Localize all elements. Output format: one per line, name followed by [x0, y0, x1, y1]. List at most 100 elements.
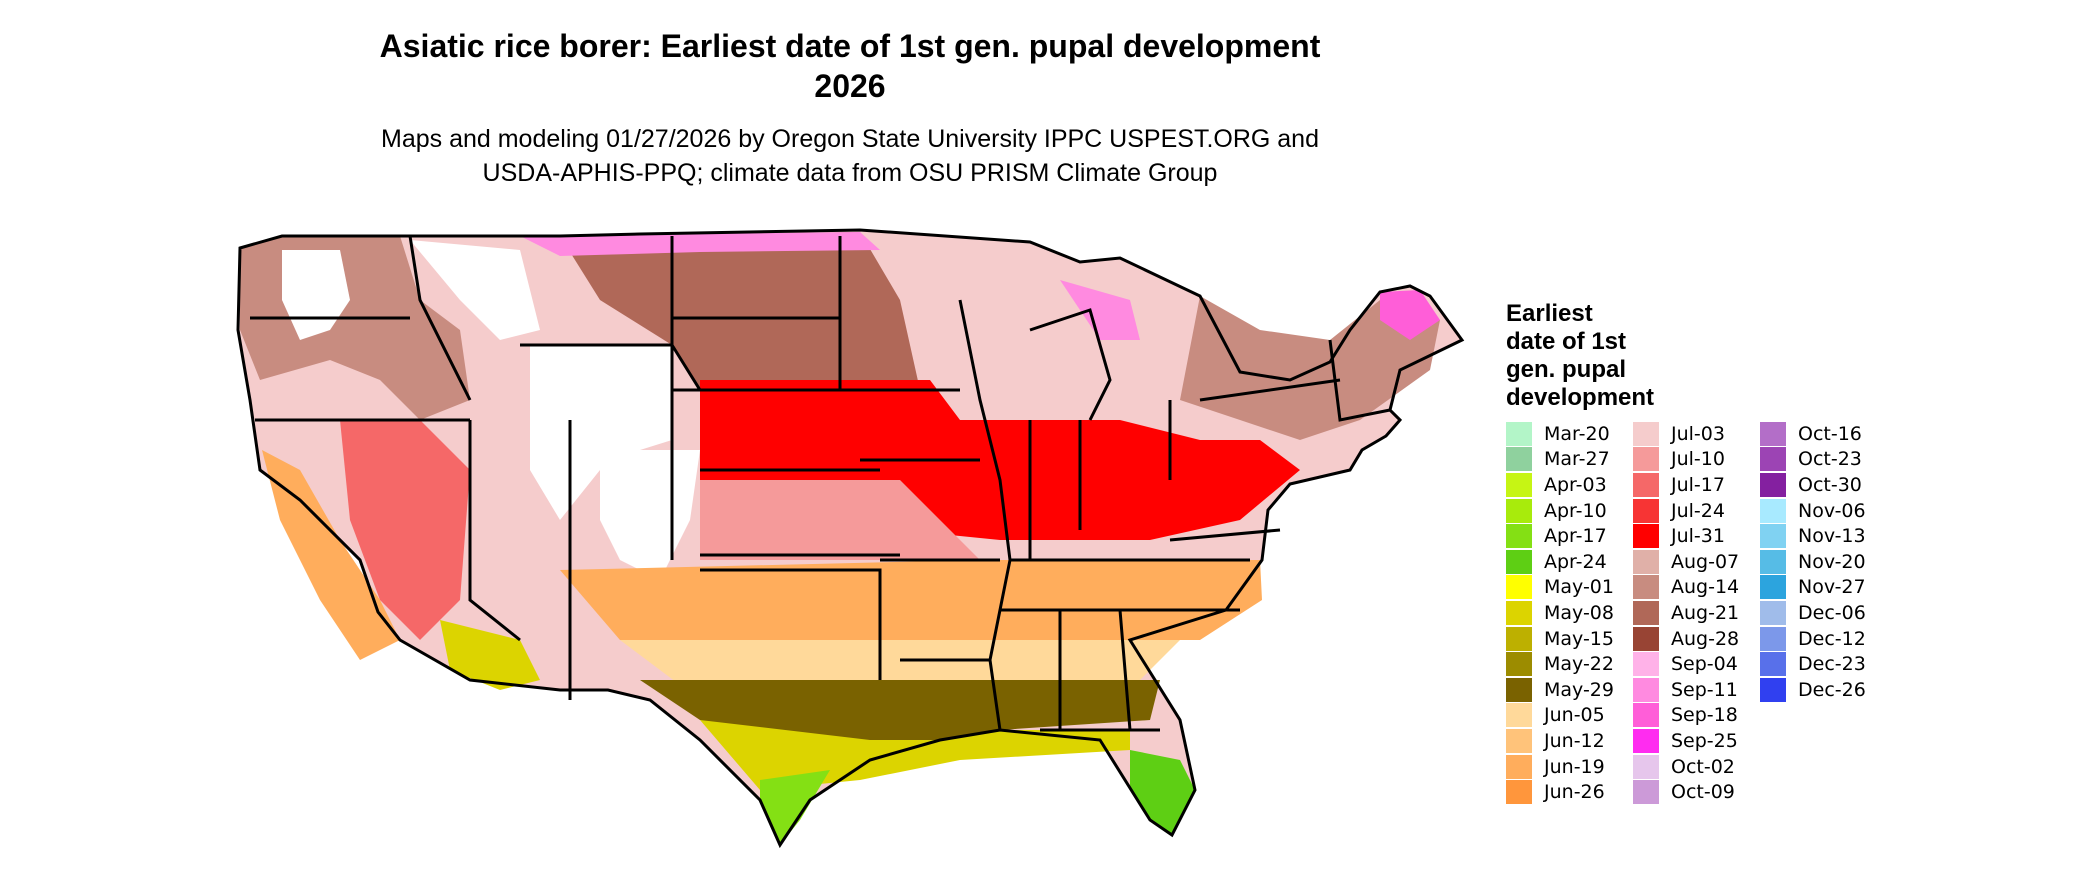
legend-label: Aug-21	[1671, 601, 1740, 624]
legend-label: Oct-09	[1671, 781, 1735, 804]
legend-swatch	[1506, 626, 1532, 651]
legend-item: May-01	[1506, 575, 1614, 601]
legend-swatch	[1506, 677, 1532, 702]
legend-item: Jun-19	[1506, 754, 1614, 780]
legend-label: Apr-03	[1544, 473, 1607, 496]
map-subtitle-line2: USDA-APHIS-PPQ; climate data from OSU PR…	[482, 159, 1218, 187]
legend-swatch	[1506, 575, 1532, 600]
legend-item: Apr-03	[1506, 472, 1614, 498]
legend-item: Dec-06	[1760, 600, 1866, 626]
legend-swatch	[1506, 549, 1532, 574]
legend-item: Jul-24	[1633, 498, 1739, 524]
legend-item: Aug-07	[1633, 549, 1739, 575]
legend-item: Jun-12	[1506, 728, 1614, 754]
zone-may-gulf-yellow	[700, 720, 1130, 790]
map-color-zones	[238, 230, 1462, 845]
zone-white-colorado	[600, 450, 700, 580]
legend-label: Nov-06	[1798, 499, 1866, 522]
border-michigan	[1029, 308, 1112, 421]
legend-item: Jun-26	[1506, 779, 1614, 805]
legend-label: Apr-10	[1544, 499, 1607, 522]
zone-aug-northeast	[1180, 296, 1440, 440]
legend-item: Sep-04	[1633, 651, 1739, 677]
legend-swatch	[1633, 652, 1659, 677]
border-nv-ut	[468, 420, 521, 642]
legend-label: May-29	[1544, 678, 1614, 701]
legend-item: Jul-31	[1633, 523, 1739, 549]
legend-label: Dec-06	[1798, 601, 1866, 624]
map-title-line2: 2026	[814, 68, 886, 104]
legend-item: May-22	[1506, 651, 1614, 677]
legend-label: Jun-26	[1544, 781, 1605, 804]
legend-swatch	[1506, 703, 1532, 728]
zone-jul-plains-pink	[700, 480, 980, 560]
legend-label: Jul-24	[1671, 499, 1725, 522]
legend-label: Aug-28	[1671, 627, 1740, 650]
zone-jun-south-orange	[560, 560, 1262, 650]
legend-label: Aug-14	[1671, 576, 1740, 599]
legend-item: May-08	[1506, 600, 1614, 626]
border-dakotas	[670, 236, 702, 391]
legend-item: Nov-27	[1760, 575, 1866, 601]
zone-white-idaho	[410, 240, 540, 340]
legend-swatch	[1760, 447, 1786, 472]
legend-item: Apr-10	[1506, 498, 1614, 524]
legend-label: Jul-31	[1671, 525, 1725, 548]
legend-item: Dec-12	[1760, 626, 1866, 652]
legend-title-line: gen. pupal	[1506, 356, 1626, 383]
legend-label: Oct-23	[1798, 448, 1862, 471]
legend-label: Jun-12	[1544, 729, 1605, 752]
legend-item: Apr-24	[1506, 549, 1614, 575]
border-tx-ok	[700, 568, 882, 680]
legend-title-line: date of 1st	[1506, 328, 1627, 355]
legend-label: Jul-17	[1671, 473, 1725, 496]
zone-jun-california	[262, 450, 400, 660]
legend-swatch	[1506, 652, 1532, 677]
legend-label: Apr-24	[1544, 550, 1607, 573]
zone-apr-south-texas	[760, 770, 830, 845]
legend-item: Nov-13	[1760, 523, 1866, 549]
legend-label: Nov-27	[1798, 576, 1866, 599]
legend-item: Sep-18	[1633, 703, 1739, 729]
legend-swatch	[1760, 472, 1786, 497]
legend-swatch	[1633, 677, 1659, 702]
legend-swatch	[1633, 626, 1659, 651]
legend-column-2: Jul-03 Jul-10 Jul-17 Jul-24 Jul-31 Aug-07 Aug-…	[1633, 421, 1739, 805]
legend-label: Mar-27	[1544, 448, 1610, 471]
legend-swatch	[1760, 421, 1786, 446]
legend-swatch	[1506, 780, 1532, 805]
legend-item: Aug-28	[1633, 626, 1739, 652]
legend-title-line: Earliest	[1506, 300, 1593, 327]
legend-label: Oct-30	[1798, 473, 1862, 496]
legend-swatch	[1633, 780, 1659, 805]
legend-label: Sep-25	[1671, 729, 1738, 752]
zone-sep-new-england	[1380, 290, 1440, 340]
legend-swatch	[1506, 524, 1532, 549]
border-id-east	[408, 235, 472, 401]
legend-item: May-15	[1506, 626, 1614, 652]
legend-item: Jul-17	[1633, 472, 1739, 498]
legend-item: Dec-23	[1760, 651, 1866, 677]
legend-swatch	[1633, 472, 1659, 497]
legend-swatch	[1633, 728, 1659, 753]
legend-label: Jun-05	[1544, 704, 1605, 727]
legend-swatch	[1506, 421, 1532, 446]
legend-item: Sep-25	[1633, 728, 1739, 754]
legend-item: Oct-30	[1760, 472, 1866, 498]
border-ny-pa	[1199, 378, 1341, 402]
legend-swatch	[1760, 524, 1786, 549]
legend-item: Mar-20	[1506, 421, 1614, 447]
map-title: Asiatic rice borer: Earliest date of 1st…	[0, 26, 1700, 106]
legend-swatch	[1633, 754, 1659, 779]
legend-item: Jun-05	[1506, 703, 1614, 729]
map-subtitle: Maps and modeling 01/27/2026 by Oregon S…	[0, 122, 1700, 190]
state-boundaries	[236, 228, 1465, 849]
legend-item: Dec-26	[1760, 677, 1866, 703]
legend-item: Sep-11	[1633, 677, 1739, 703]
legend-label: Dec-12	[1798, 627, 1866, 650]
legend-swatch	[1633, 575, 1659, 600]
us-outline	[236, 228, 1465, 849]
legend-label: Jun-19	[1544, 755, 1605, 778]
zone-white-rockies-wyoming	[530, 345, 672, 520]
legend-title-line: development	[1506, 384, 1655, 411]
